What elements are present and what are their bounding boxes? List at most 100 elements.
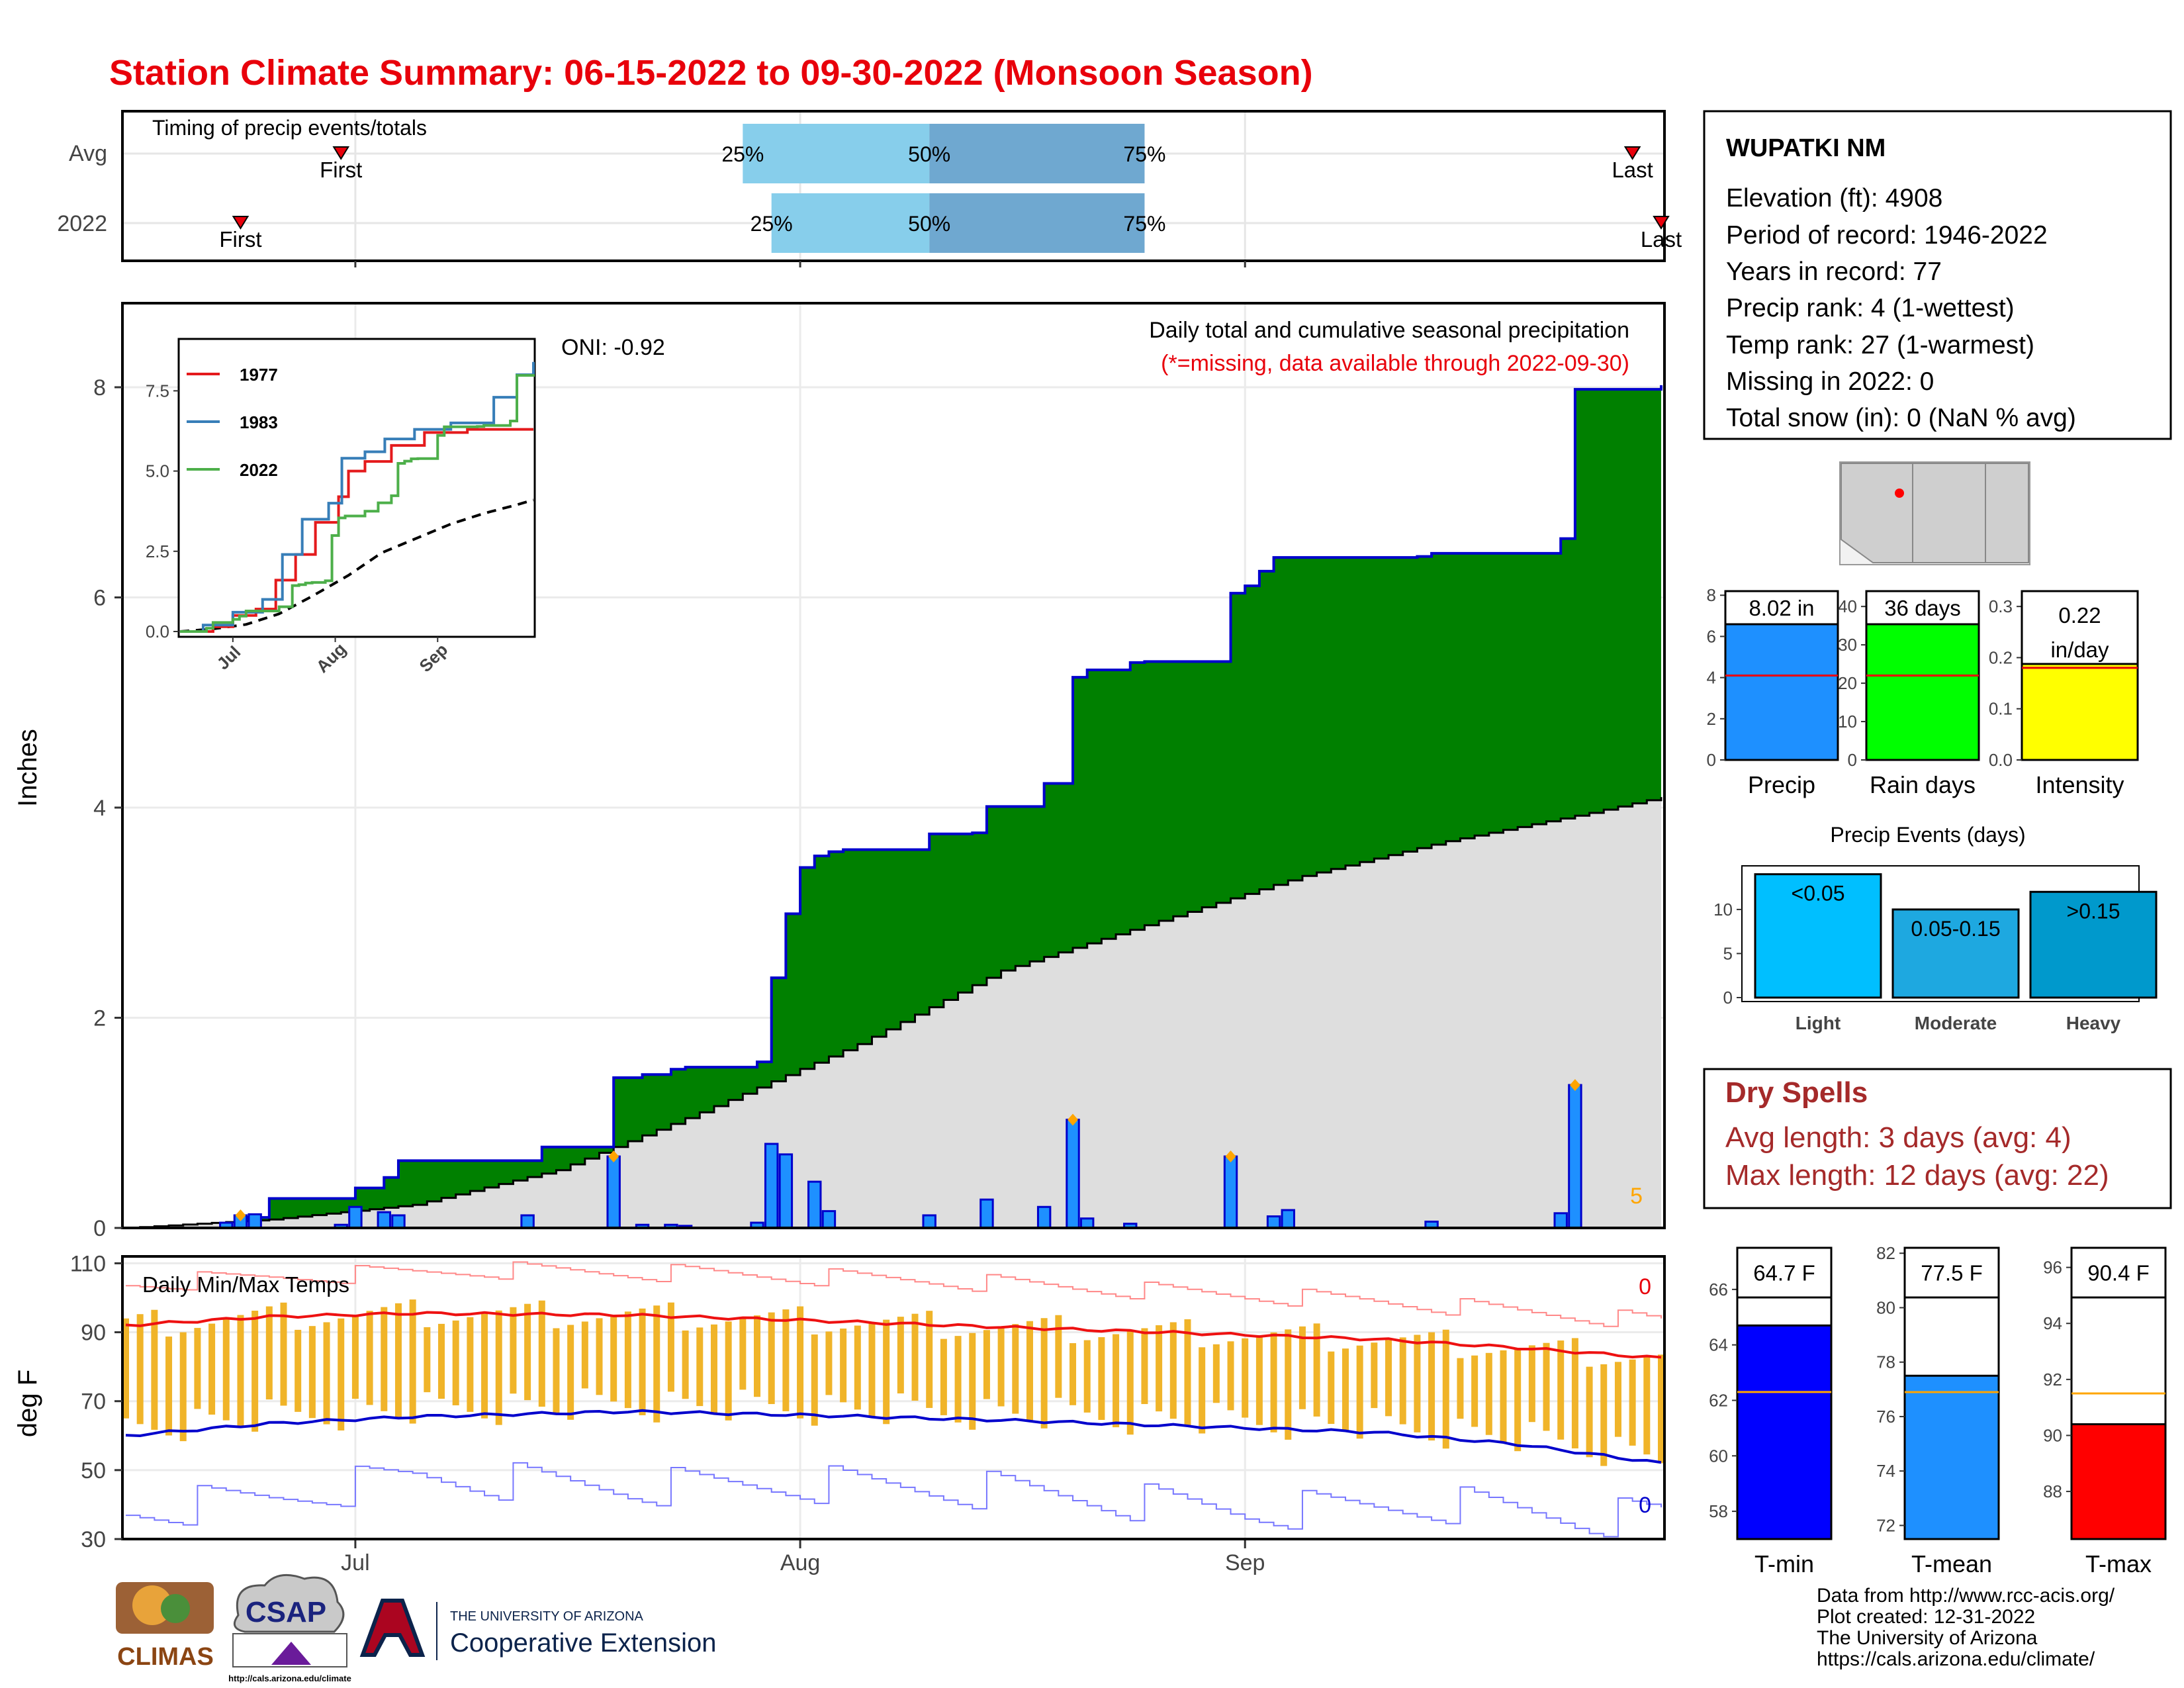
events-category-label: Light xyxy=(1796,1013,1841,1033)
new-mexico-shape xyxy=(1912,463,1986,563)
daily-temp-range-bar xyxy=(1313,1323,1320,1417)
inset-line-1977 xyxy=(180,428,533,633)
inset-plot xyxy=(179,361,535,633)
daily-temp-range-bar xyxy=(1371,1342,1378,1409)
daily-temp-range-bar xyxy=(868,1323,876,1417)
tmean-y-tick-label: 80 xyxy=(1876,1297,1895,1317)
daily-temp-range-bar xyxy=(165,1336,173,1436)
tmin-y-tick-label: 64 xyxy=(1709,1335,1728,1355)
daily-temp-range-bar xyxy=(366,1311,373,1405)
station-location-dot xyxy=(1895,489,1904,498)
daily-precip-bar xyxy=(1266,1215,1281,1229)
daily-temp-range-bar xyxy=(825,1331,833,1395)
avg-tmin-line xyxy=(125,1409,1662,1464)
intensity-value-box xyxy=(2021,590,2139,665)
tmin-bar xyxy=(1736,1324,1833,1540)
tmean-y-tick-label: 78 xyxy=(1876,1352,1895,1372)
daily-temp-range-bar xyxy=(940,1338,947,1415)
intensity-y-tick-label: 0.2 xyxy=(1989,647,2013,667)
daily-temp-range-bar xyxy=(610,1315,617,1402)
tmax-y-tick-label: 88 xyxy=(2043,1481,2062,1501)
daily-temp-range-bar xyxy=(1270,1332,1277,1432)
tmean-value-label: 77.5 F xyxy=(1921,1261,1983,1286)
daily-temp-range-bar xyxy=(1658,1354,1664,1464)
station-box-frame xyxy=(1703,110,2172,440)
credits: Data from http://www.rcc-acis.org/ Plot … xyxy=(1817,1585,2115,1670)
intensity-bar xyxy=(2021,646,2139,761)
temp-y-tick-label: 30 xyxy=(81,1527,106,1552)
daily-temp-range-bar xyxy=(179,1332,187,1442)
timing-avg-q2-bar xyxy=(929,124,1145,183)
daily-temp-range-bar xyxy=(1629,1359,1636,1446)
precip-total-value-box xyxy=(1724,590,1839,626)
tmax-y-tick-label: 90 xyxy=(2043,1425,2062,1445)
tmean-bar-chart: 72 74 76 78 80 82 77.5 F T-mean xyxy=(1876,1243,2000,1577)
daily-temp-range-bar xyxy=(1643,1357,1651,1455)
dry-spells-frame xyxy=(1703,1068,2172,1209)
timing-2022-last-marker-icon xyxy=(1653,216,1670,230)
daily-temp-range-bar xyxy=(1184,1319,1191,1427)
daily-temp-range-bar xyxy=(581,1321,588,1389)
daily-precip-bar xyxy=(248,1213,262,1229)
precip-y-ticks: 0 2 4 6 8 xyxy=(93,375,122,1241)
station-elevation: Elevation (ft): 4908 xyxy=(1726,184,1942,212)
daily-temp-range-bar xyxy=(1298,1326,1306,1409)
daily-temp-range-bar xyxy=(1514,1347,1522,1452)
daily-temp-range-bar xyxy=(122,1318,129,1419)
events-category-label: Heavy xyxy=(2066,1013,2121,1033)
csap-logo-text: CSAP xyxy=(246,1596,326,1628)
daily-temp-range-bar xyxy=(768,1312,775,1405)
daily-temp-range-bar xyxy=(997,1327,1005,1407)
tmin-value-box xyxy=(1736,1246,1833,1299)
station-info-box: WUPATKI NM Elevation (ft): 4908 Period o… xyxy=(1703,110,2172,440)
daily-temp-range-bar xyxy=(1543,1342,1550,1431)
arizona-shape xyxy=(1841,463,1913,563)
daily-temp-range-bar xyxy=(1242,1338,1249,1418)
temp-y-tick-label: 50 xyxy=(81,1458,106,1483)
dry-spells-box: Dry Spells Avg length: 3 days (avg: 4) M… xyxy=(1703,1068,2172,1209)
events-bar-heavy xyxy=(2029,890,2158,999)
inset-y-tick-label: 2.5 xyxy=(146,541,169,561)
inset-legend: 1977 1983 2022 xyxy=(187,365,278,480)
daily-precip-marker-icon xyxy=(235,1209,246,1221)
timing-avg-p50-label: 50% xyxy=(908,142,950,166)
daily-temp-range-bar xyxy=(251,1311,259,1432)
legend-1983-label: 1983 xyxy=(240,412,278,432)
tmean-bar xyxy=(1903,1374,2000,1540)
temp-count-min: 0 xyxy=(1639,1493,1651,1518)
daily-temp-range-bar xyxy=(524,1303,531,1401)
corner-count: 5 xyxy=(1630,1184,1643,1209)
precip-total-y-tick-label: 0 xyxy=(1707,750,1716,770)
daily-temp-range-bar xyxy=(782,1309,790,1411)
timing-avg-first-marker-icon xyxy=(332,146,350,160)
daily-precip-bar xyxy=(778,1153,794,1229)
daily-temp-range-bar xyxy=(553,1328,560,1413)
tmean-value-box xyxy=(1903,1246,2000,1299)
tmean-y-tick-label: 74 xyxy=(1876,1461,1895,1481)
inset-y-tick-label: 5.0 xyxy=(146,461,169,481)
precip-events-bar-chart: 0 5 10 <0.05 Light 0.05-0.15 Moderate >0.15 Heav… xyxy=(1713,865,2158,1033)
daily-temp-range-bar xyxy=(351,1315,359,1399)
daily-temp-range-bar xyxy=(295,1329,302,1412)
locator-map xyxy=(1839,461,2030,565)
tmin-category-label: T-min xyxy=(1754,1550,1814,1577)
daily-temp-range-bar xyxy=(1055,1315,1062,1398)
precip-y-tick-label: 6 xyxy=(93,586,106,611)
daily-temp-range-bar xyxy=(1485,1352,1492,1435)
events-y-tick-label: 10 xyxy=(1713,900,1733,919)
texas-shape xyxy=(1985,463,2029,563)
daily-precip-marker-icon xyxy=(1068,1113,1079,1126)
daily-precip-bar xyxy=(1223,1155,1238,1229)
daily-temp-range-bar xyxy=(624,1311,631,1409)
timing-2022-p75-label: 75% xyxy=(1123,212,1165,236)
daily-temp-range-bar xyxy=(222,1319,230,1421)
daily-temp-range-bar xyxy=(1227,1341,1234,1411)
events-bar-label: 0.05-0.15 xyxy=(1911,917,2000,941)
intensity-bar-chart: 0.0 0.1 0.2 0.3 0.22 in/day Intensity xyxy=(1989,590,2139,798)
daily-precip-bar xyxy=(520,1214,535,1229)
inset-normal-line xyxy=(179,498,534,633)
ua-a-icon xyxy=(359,1599,426,1657)
daily-temp-range-bar xyxy=(1113,1334,1120,1428)
intensity-y-tick-label: 0.3 xyxy=(1989,596,2013,616)
